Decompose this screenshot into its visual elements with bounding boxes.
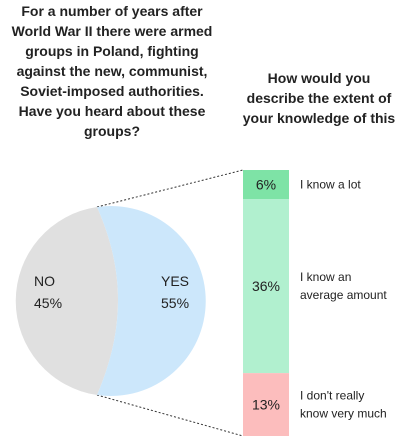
bar-segment-label: average amount xyxy=(300,288,387,302)
pie-title-line: Have you heard about these xyxy=(19,103,206,119)
bar-segment xyxy=(243,170,289,200)
connector-lines xyxy=(96,169,244,436)
bar-title-line: describe the extent of xyxy=(247,90,392,106)
pie-title-line: against the new, communist, xyxy=(17,63,208,79)
pie-title-line: World War II there were armed xyxy=(12,23,213,39)
bar-segment-value: 13% xyxy=(252,397,280,413)
pie-chart: NO 45% YES 55% xyxy=(15,206,206,396)
bar-segment-label: I don't really xyxy=(300,389,364,403)
pie-slice-no xyxy=(15,207,119,395)
bar-segment-value: 36% xyxy=(252,278,280,294)
stacked-bar-chart: 6% I know a lot 36% I know an average amount… xyxy=(243,170,387,436)
bar-segment-label: know very much xyxy=(300,407,387,421)
pie-title-line: groups in Poland, fighting xyxy=(25,43,198,59)
bar-chart-title: How would you describe the extent of your … xyxy=(243,70,396,126)
bar-segment xyxy=(243,373,289,436)
pie-title-line: For a number of years after xyxy=(21,3,203,19)
bar-title-line: your knowledge of this xyxy=(243,110,396,126)
pie-title-line: groups? xyxy=(84,123,140,139)
bar-segment xyxy=(243,199,289,374)
bar-segment-label: I know an xyxy=(300,270,351,284)
bar-title-line: How would you xyxy=(268,70,371,86)
pie-slice-yes xyxy=(97,206,206,396)
pie-value-yes: 55% xyxy=(161,295,189,311)
pie-label-no: NO xyxy=(34,273,55,289)
connector-line-top xyxy=(96,169,244,208)
connector-line-bottom xyxy=(96,394,244,436)
pie-title-line: Soviet-imposed authorities. xyxy=(20,83,204,99)
pie-value-no: 45% xyxy=(34,295,62,311)
pie-label-yes: YES xyxy=(161,273,189,289)
bar-segment-value: 6% xyxy=(256,177,276,193)
pie-chart-title: For a number of years after World War II … xyxy=(12,3,213,139)
bar-segment-label: I know a lot xyxy=(300,178,361,192)
